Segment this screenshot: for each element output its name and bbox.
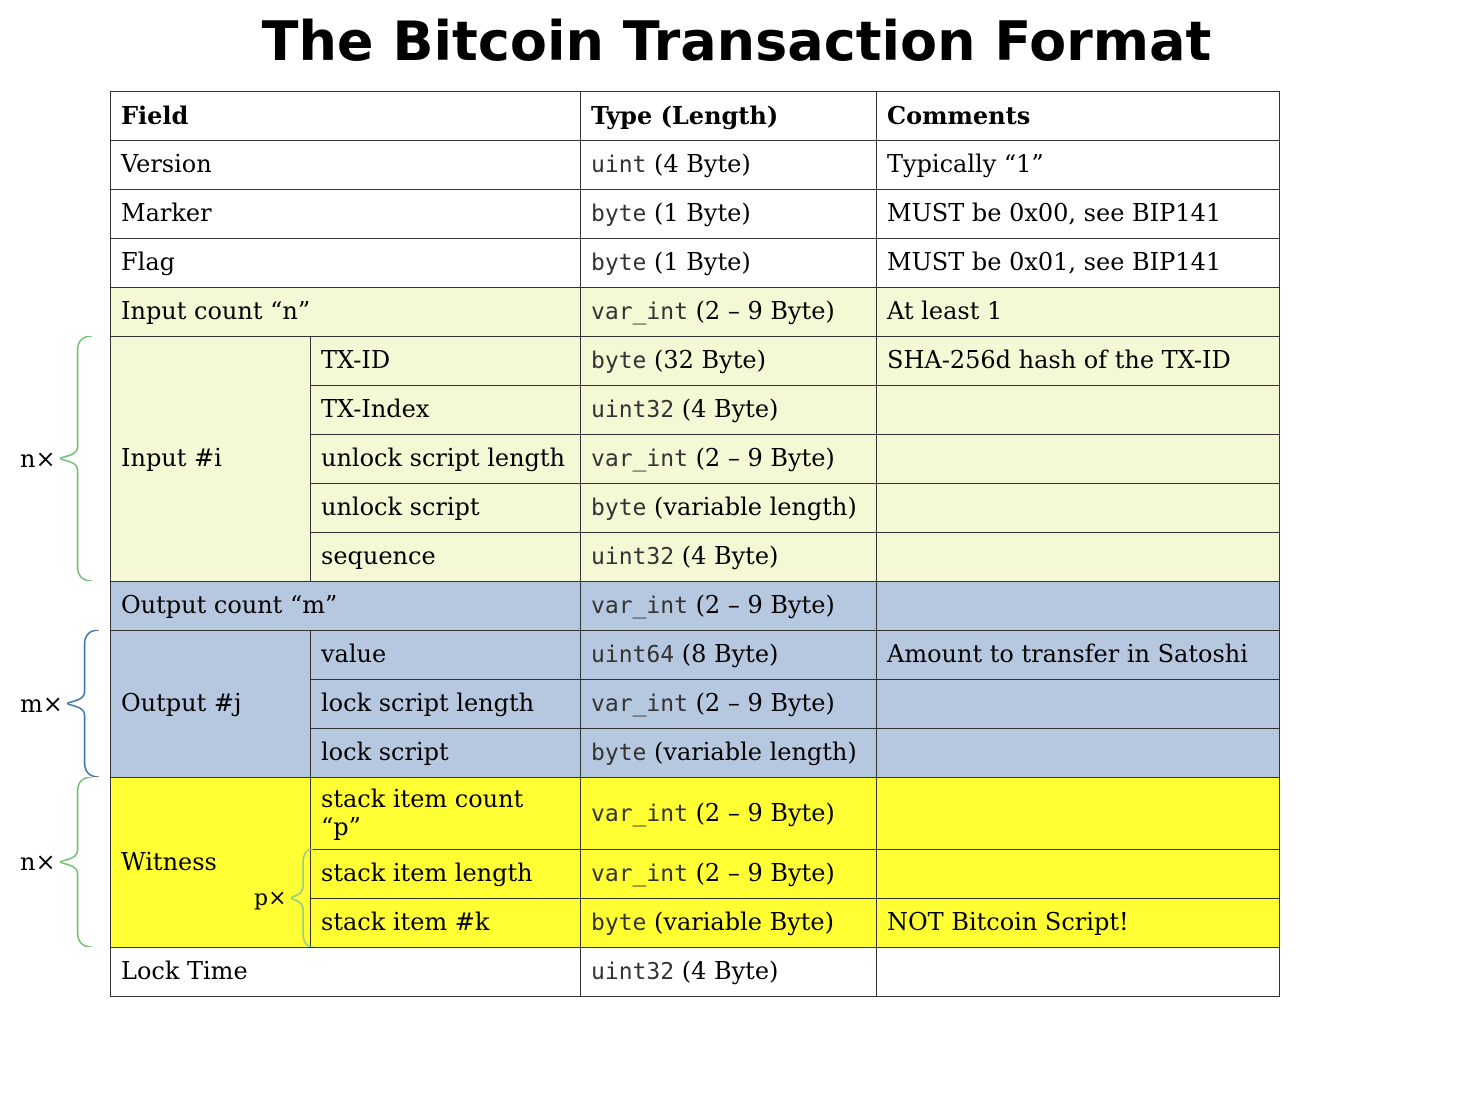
type-cell: uint64 (8 Byte) xyxy=(581,631,877,680)
type-cell: byte (variable Byte) xyxy=(581,899,877,948)
group-parent-cell: Input #i xyxy=(111,337,311,582)
table-row: Flagbyte (1 Byte)MUST be 0x01, see BIP14… xyxy=(111,239,1280,288)
comment-cell xyxy=(877,533,1280,582)
field-cell: Lock Time xyxy=(111,948,581,997)
comment-cell: MUST be 0x00, see BIP141 xyxy=(877,190,1280,239)
type-cell: var_int (2 – 9 Byte) xyxy=(581,778,877,850)
field-cell: Flag xyxy=(111,239,581,288)
type-cell: byte (variable length) xyxy=(581,484,877,533)
subfield-cell: TX-Index xyxy=(311,386,581,435)
type-cell: var_int (2 – 9 Byte) xyxy=(581,435,877,484)
table-row: Lock Timeuint32 (4 Byte) xyxy=(111,948,1280,997)
subfield-cell: stack item count “p” xyxy=(311,778,581,850)
col-field: Field xyxy=(111,92,581,141)
comment-cell: MUST be 0x01, see BIP141 xyxy=(877,239,1280,288)
type-cell: byte (1 Byte) xyxy=(581,239,877,288)
type-cell: var_int (2 – 9 Byte) xyxy=(581,582,877,631)
type-cell: var_int (2 – 9 Byte) xyxy=(581,680,877,729)
comment-cell xyxy=(877,680,1280,729)
witness-inner-brace: p× xyxy=(254,849,313,947)
subfield-cell: stack item #k xyxy=(311,899,581,948)
input-brace: n× xyxy=(20,336,110,581)
field-cell: Input count “n” xyxy=(111,288,581,337)
comment-cell xyxy=(877,948,1280,997)
table-row: Input count “n”var_int (2 – 9 Byte)At le… xyxy=(111,288,1280,337)
type-cell: var_int (2 – 9 Byte) xyxy=(581,850,877,899)
subfield-cell: unlock script xyxy=(311,484,581,533)
comment-cell: SHA-256d hash of the TX-ID xyxy=(877,337,1280,386)
comment-cell: At least 1 xyxy=(877,288,1280,337)
comment-cell xyxy=(877,435,1280,484)
subfield-cell: lock script xyxy=(311,729,581,778)
col-comments: Comments xyxy=(877,92,1280,141)
comment-cell xyxy=(877,582,1280,631)
witness-brace: n× xyxy=(20,777,110,947)
subfield-cell: stack item length xyxy=(311,850,581,899)
table-row: Markerbyte (1 Byte)MUST be 0x00, see BIP… xyxy=(111,190,1280,239)
comment-cell: Amount to transfer in Satoshi xyxy=(877,631,1280,680)
subfield-cell: TX-ID xyxy=(311,337,581,386)
subfield-cell: lock script length xyxy=(311,680,581,729)
type-cell: uint32 (4 Byte) xyxy=(581,386,877,435)
subfield-cell: sequence xyxy=(311,533,581,582)
field-cell: Version xyxy=(111,141,581,190)
type-cell: uint32 (4 Byte) xyxy=(581,533,877,582)
type-cell: uint (4 Byte) xyxy=(581,141,877,190)
col-type: Type (Length) xyxy=(581,92,877,141)
comment-cell xyxy=(877,386,1280,435)
output-brace-label: m× xyxy=(20,690,67,718)
witness-brace-label: n× xyxy=(20,848,60,876)
table-row: Output #jvalueuint64 (8 Byte)Amount to t… xyxy=(111,631,1280,680)
table-row: Versionuint (4 Byte)Typically “1” xyxy=(111,141,1280,190)
subfield-cell: value xyxy=(311,631,581,680)
field-cell: Output count “m” xyxy=(111,582,581,631)
table-header-row: Field Type (Length) Comments xyxy=(111,92,1280,141)
comment-cell xyxy=(877,484,1280,533)
table-row: Witnessstack item count “p”var_int (2 – … xyxy=(111,778,1280,850)
type-cell: byte (variable length) xyxy=(581,729,877,778)
page-title: The Bitcoin Transaction Format xyxy=(20,10,1453,73)
type-cell: byte (1 Byte) xyxy=(581,190,877,239)
type-cell: var_int (2 – 9 Byte) xyxy=(581,288,877,337)
subfield-cell: unlock script length xyxy=(311,435,581,484)
table-row: Output count “m”var_int (2 – 9 Byte) xyxy=(111,582,1280,631)
witness-inner-brace-label: p× xyxy=(254,886,291,911)
group-parent-cell: Output #j xyxy=(111,631,311,778)
comment-cell xyxy=(877,778,1280,850)
type-cell: byte (32 Byte) xyxy=(581,337,877,386)
comment-cell xyxy=(877,850,1280,899)
type-cell: uint32 (4 Byte) xyxy=(581,948,877,997)
comment-cell: NOT Bitcoin Script! xyxy=(877,899,1280,948)
field-cell: Marker xyxy=(111,190,581,239)
comment-cell: Typically “1” xyxy=(877,141,1280,190)
table-row: Input #iTX-IDbyte (32 Byte)SHA-256d hash… xyxy=(111,337,1280,386)
comment-cell xyxy=(877,729,1280,778)
output-brace: m× xyxy=(20,630,110,777)
input-brace-label: n× xyxy=(20,445,60,473)
